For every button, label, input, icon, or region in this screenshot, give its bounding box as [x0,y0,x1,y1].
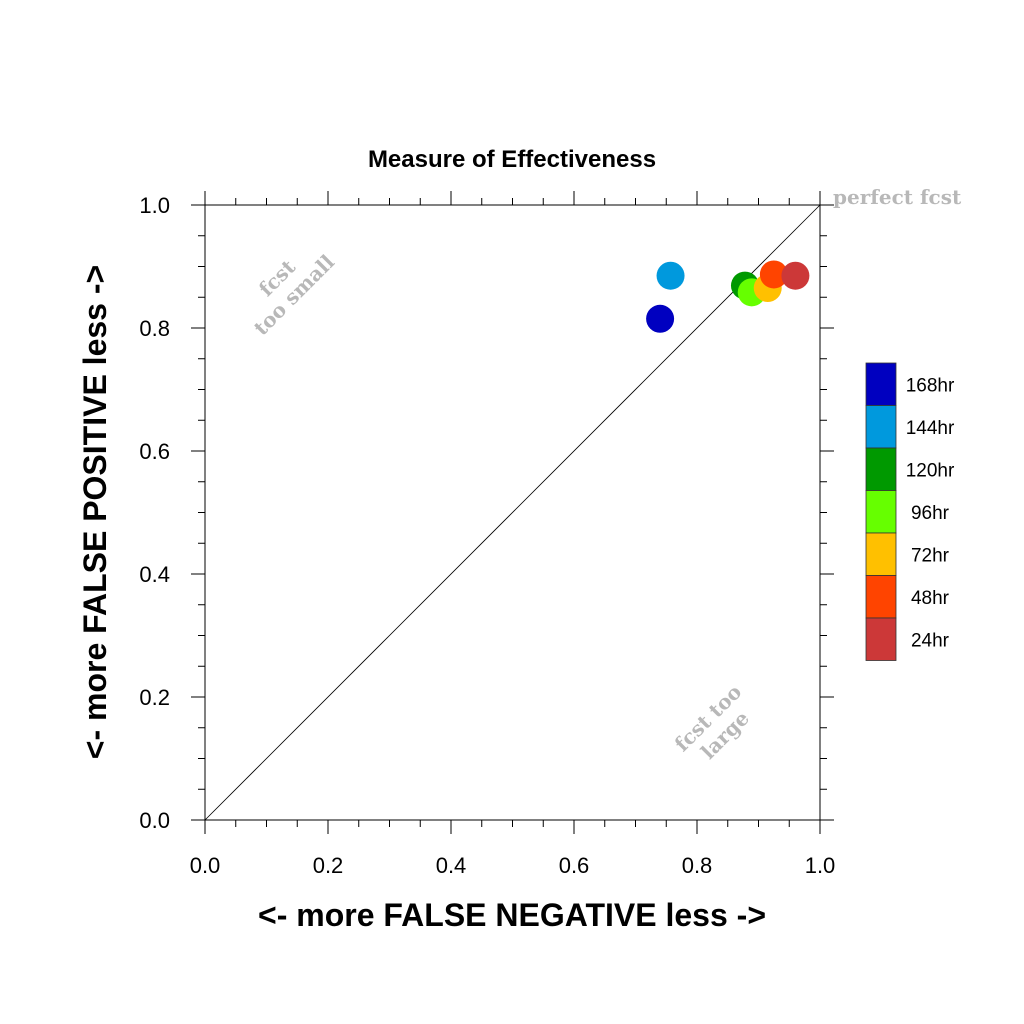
fcst-too-large-annotation: fcst too large [670,680,754,764]
legend-label-168hr: 168hr [906,375,955,396]
legend-swatch-96hr [865,490,897,534]
point-48hr [759,260,788,289]
point-144hr [656,261,685,290]
legend-swatch-72hr [865,532,897,576]
x-tick-label: 0.0 [190,853,221,878]
legend-label-48hr: 48hr [911,588,950,609]
x-tick-label: 0.4 [436,853,467,878]
legend-label-24hr: 24hr [911,630,950,651]
chart-title: Measure of Effectiveness [368,146,656,173]
x-tick-label: 0.2 [313,853,344,878]
legend-label-72hr: 72hr [911,545,950,566]
point-24hr [781,261,810,290]
legend-swatch-48hr [865,575,897,619]
legend-label-120hr: 120hr [906,460,955,481]
fcst-too-small-line2: too small [249,250,339,340]
legend-swatch-24hr [865,617,897,661]
y-tick-label: 0.0 [139,808,170,833]
y-tick-label: 0.4 [139,562,170,587]
y-tick-label: 0.8 [139,316,170,341]
fcst-too-small-annotation: fcst too small [249,250,339,340]
point-168hr [646,304,675,333]
perfect-fcst-annotation: perfect fcst [833,185,962,209]
data-points [646,260,810,333]
x-tick-label: 0.8 [682,853,713,878]
legend-swatch-120hr [865,447,897,491]
x-tick-label: 0.6 [559,853,590,878]
legend-swatch-144hr [865,405,897,449]
x-tick-label: 1.0 [805,853,836,878]
y-tick-label: 0.2 [139,685,170,710]
x-axis-label: <- more FALSE NEGATIVE less -> [258,897,766,933]
legend-label-96hr: 96hr [911,503,950,524]
y-tick-label: 1.0 [139,193,170,218]
perfect-forecast-diagonal [204,204,821,821]
y-axis-label: <- more FALSE POSITIVE less -> [77,265,113,759]
y-tick-label: 0.6 [139,439,170,464]
axis-ticks: 0.0 0.2 0.4 0.6 0.8 1.0 0.0 0.2 0.4 0.6 0.8 1.0 [139,191,835,878]
legend: 168hr 144hr 120hr 96hr 72hr 48hr 24hr [865,362,955,661]
legend-label-144hr: 144hr [906,418,955,439]
legend-swatch-168hr [865,362,897,406]
